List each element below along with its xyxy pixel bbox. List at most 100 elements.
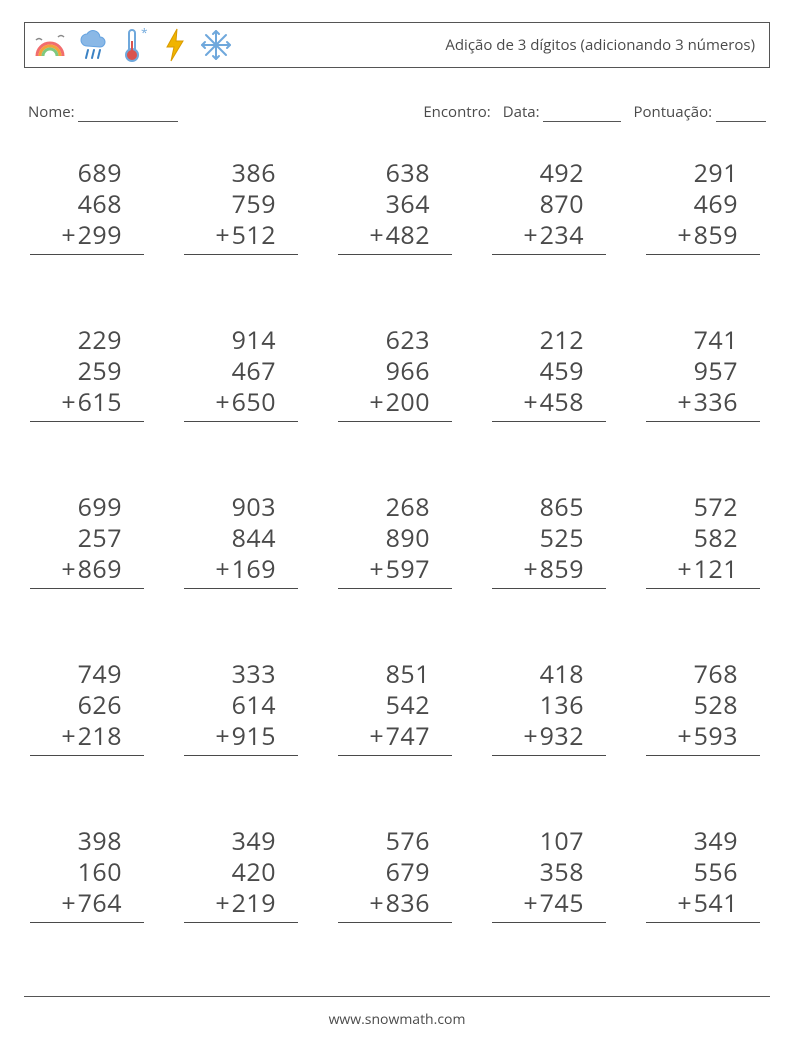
addend-3-row: +458 [492,387,606,422]
addend-1: 107 [492,826,606,857]
addend-3-row: +859 [646,220,760,255]
addend-1: 903 [184,492,298,523]
operator: + [215,220,229,251]
operator: + [523,888,537,919]
addition-problem: 333614+915 [184,659,298,756]
addend-3: 121 [694,554,738,585]
addition-problem: 865525+859 [492,492,606,589]
addend-2: 358 [492,857,606,888]
addend-1: 418 [492,659,606,690]
addend-3: 169 [232,554,276,585]
addend-1: 623 [338,325,452,356]
addend-1: 741 [646,325,760,356]
addend-1: 229 [30,325,144,356]
operator: + [61,888,75,919]
addend-3-row: +169 [184,554,298,589]
operator: + [677,721,691,752]
addend-3: 915 [232,721,276,752]
addend-3: 482 [386,220,430,251]
addend-2: 364 [338,189,452,220]
addend-2: 469 [646,189,760,220]
operator: + [369,387,383,418]
addend-2: 759 [184,189,298,220]
operator: + [369,554,383,585]
addend-1: 386 [184,158,298,189]
operator: + [215,554,229,585]
addend-1: 349 [184,826,298,857]
name-blank [78,106,178,122]
addend-3-row: +764 [30,888,144,923]
addend-1: 638 [338,158,452,189]
operator: + [61,220,75,251]
operator: + [215,387,229,418]
header-icons: * [33,27,233,63]
date-blank [543,106,621,122]
operator: + [61,721,75,752]
addend-3-row: +541 [646,888,760,923]
operator: + [369,721,383,752]
addition-problem: 229259+615 [30,325,144,422]
addend-1: 398 [30,826,144,857]
addend-2: 136 [492,690,606,721]
operator: + [215,888,229,919]
addition-problem: 851542+747 [338,659,452,756]
addition-problem: 699257+869 [30,492,144,589]
addend-1: 291 [646,158,760,189]
operator: + [677,387,691,418]
addend-3-row: +219 [184,888,298,923]
addend-2: 966 [338,356,452,387]
rainbow-icon [33,28,67,62]
addition-problem: 638364+482 [338,158,452,255]
addition-problem: 268890+597 [338,492,452,589]
addend-1: 749 [30,659,144,690]
thermometer-icon: * [121,27,151,63]
addend-3: 597 [386,554,430,585]
addend-1: 768 [646,659,760,690]
addend-2: 542 [338,690,452,721]
addend-1: 333 [184,659,298,690]
operator: + [523,220,537,251]
addend-3: 218 [78,721,122,752]
addend-3: 541 [694,888,738,919]
addition-problem: 741957+336 [646,325,760,422]
addition-problem: 768528+593 [646,659,760,756]
problems-grid: 689468+299386759+512638364+482492870+234… [24,158,770,923]
addend-2: 259 [30,356,144,387]
addition-problem: 386759+512 [184,158,298,255]
addend-3-row: +336 [646,387,760,422]
addend-3: 859 [694,220,738,251]
addend-2: 582 [646,523,760,554]
addend-3-row: +745 [492,888,606,923]
header-box: * Adição de 3 dígitos (adicionando 3 núm… [24,22,770,68]
addend-2: 556 [646,857,760,888]
operator: + [523,721,537,752]
addend-3-row: +299 [30,220,144,255]
addend-3: 336 [694,387,738,418]
addend-3-row: +218 [30,721,144,756]
addition-problem: 291469+859 [646,158,760,255]
info-row: Nome: Encontro: Data: Pontuação: [24,102,770,122]
addend-2: 468 [30,189,144,220]
addend-2: 525 [492,523,606,554]
footer-rule [24,996,770,997]
score-label: Pontuação: [633,102,712,122]
date-label: Data: [503,102,540,122]
addition-problem: 492870+234 [492,158,606,255]
operator: + [677,220,691,251]
addend-3: 869 [78,554,122,585]
addend-3-row: +482 [338,220,452,255]
operator: + [369,220,383,251]
addition-problem: 572582+121 [646,492,760,589]
addend-2: 614 [184,690,298,721]
addend-3-row: +615 [30,387,144,422]
addend-2: 257 [30,523,144,554]
addition-problem: 212459+458 [492,325,606,422]
addend-2: 870 [492,189,606,220]
snowflake-icon [199,28,233,62]
operator: + [369,888,383,919]
addend-3-row: +915 [184,721,298,756]
addend-3-row: +747 [338,721,452,756]
addend-3: 764 [78,888,122,919]
addition-problem: 349420+219 [184,826,298,923]
addition-problem: 749626+218 [30,659,144,756]
